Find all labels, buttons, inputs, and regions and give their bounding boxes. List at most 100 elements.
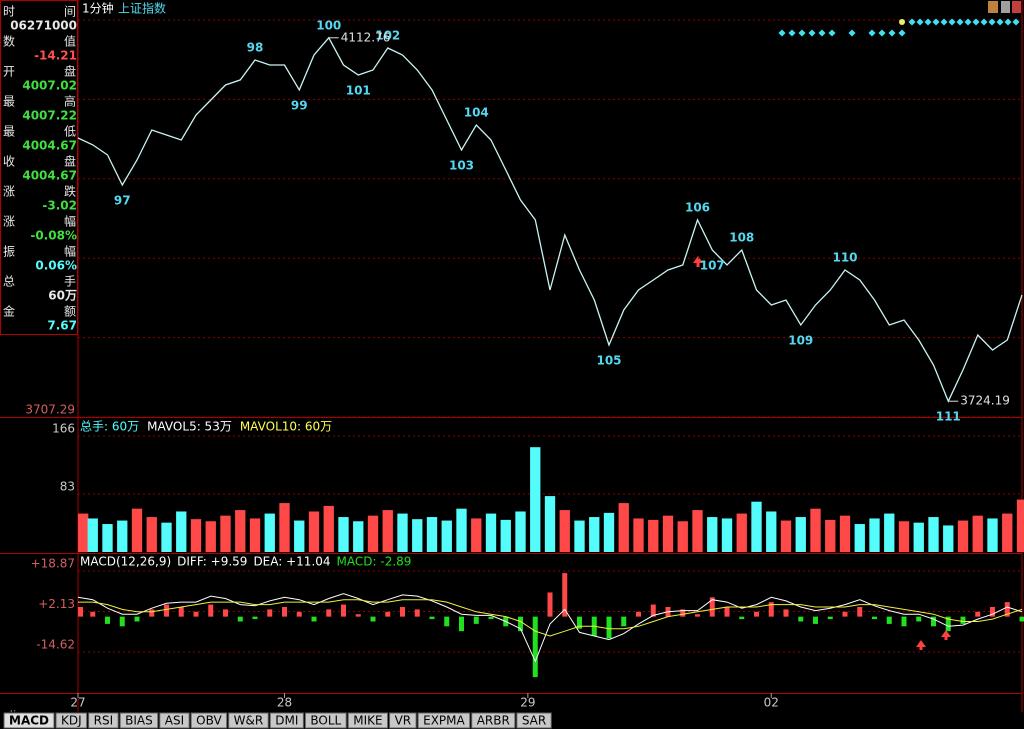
tab-button[interactable]: [471, 712, 516, 729]
tab[interactable]: VR: [389, 712, 417, 729]
macd-bar: [1019, 616, 1024, 622]
tab-label[interactable]: MACD: [9, 714, 49, 728]
info-label: 振: [3, 245, 15, 259]
tab-button[interactable]: [304, 712, 347, 729]
macd-bar: [709, 597, 715, 617]
tab[interactable]: OBV: [190, 712, 228, 729]
tab-button[interactable]: [159, 712, 190, 729]
info-value: 06271000: [10, 19, 77, 33]
macd-bar: [798, 616, 804, 622]
info-label: 最: [3, 95, 15, 109]
volume-bar: [117, 520, 128, 552]
macd-bar: [680, 609, 686, 617]
tab-label[interactable]: OBV: [196, 714, 222, 728]
macd-bar: [223, 609, 228, 617]
icon[interactable]: [1012, 1, 1021, 13]
tab[interactable]: ASI: [159, 712, 190, 729]
tab-label[interactable]: KDJ: [61, 714, 82, 728]
symbol: 上证指数: [118, 1, 166, 16]
tab-label[interactable]: RSI: [94, 714, 114, 728]
volume-bar: [854, 524, 865, 552]
tab-label[interactable]: VR: [395, 714, 412, 728]
icon[interactable]: [1001, 1, 1010, 13]
info-label: 总: [3, 275, 15, 289]
tab-label[interactable]: SAR: [522, 714, 546, 728]
tab[interactable]: MIKE: [347, 712, 389, 729]
tab-label[interactable]: MIKE: [353, 714, 382, 728]
icon[interactable]: [988, 1, 998, 13]
tab[interactable]: KDJ: [55, 712, 88, 729]
tab-label[interactable]: W&R: [234, 714, 264, 728]
y-tick-label: 166: [52, 422, 75, 436]
tab-button[interactable]: [88, 712, 119, 729]
volume-bar: [500, 519, 511, 552]
tab-label[interactable]: ARBR: [477, 714, 510, 728]
tab-label[interactable]: EXPMA: [423, 714, 465, 728]
signal-dot: [924, 18, 932, 26]
volume-bar: [515, 511, 526, 552]
macd-bar: [237, 616, 243, 622]
macd-bar: [960, 616, 966, 624]
tab-button[interactable]: [228, 712, 269, 729]
tab-button[interactable]: [190, 712, 228, 729]
macd-bar: [252, 616, 258, 620]
signal-arrow: [919, 646, 923, 650]
volume-bar: [795, 517, 806, 552]
tab[interactable]: MACD: [3, 712, 55, 729]
tab[interactable]: EXPMA: [417, 712, 471, 729]
signal-dot: [808, 29, 816, 37]
legend-entry: 总手: 60万: [80, 420, 139, 434]
tab-button[interactable]: [3, 712, 55, 729]
wave-label: 106: [685, 200, 710, 214]
info-value: 4004.67: [22, 139, 77, 153]
macd-bar: [827, 616, 833, 620]
tab[interactable]: DMI: [269, 712, 304, 729]
legend-entry: MAVOL10: 60万: [240, 420, 332, 434]
tab[interactable]: BIAS: [119, 712, 159, 729]
info-label: 盘: [64, 154, 76, 169]
tab-button[interactable]: [269, 712, 304, 729]
signal-dot: [788, 29, 796, 37]
macd-bar: [518, 616, 523, 632]
tab[interactable]: BOLL: [304, 712, 347, 729]
signal-arrow: [941, 630, 951, 637]
tab-button[interactable]: [389, 712, 417, 729]
y-tick-label: 83: [60, 480, 75, 494]
tab-button[interactable]: [417, 712, 471, 729]
macd-bar: [724, 606, 730, 617]
info-label: 额: [64, 305, 76, 319]
volume-bar: [839, 515, 851, 552]
tab[interactable]: ARBR: [471, 712, 516, 729]
tab-label[interactable]: BOLL: [310, 714, 341, 728]
signal-dot: [1012, 18, 1020, 26]
wave-label: 101: [346, 83, 371, 97]
tab[interactable]: SAR: [516, 712, 552, 729]
extreme-label: 4112.76: [341, 30, 391, 44]
volume-bar: [456, 508, 467, 552]
x-tick-label: 27: [70, 696, 85, 710]
tab-label[interactable]: DMI: [275, 714, 298, 728]
macd-bar: [296, 611, 302, 617]
tab-button[interactable]: [55, 712, 88, 729]
tab[interactable]: W&R: [228, 712, 269, 729]
tab-button[interactable]: [347, 712, 389, 729]
tab-label[interactable]: BIAS: [125, 714, 153, 728]
macd-bar: [90, 611, 96, 617]
macd-bar: [341, 604, 346, 617]
tab-button[interactable]: [516, 712, 552, 729]
volume-bar: [692, 510, 703, 552]
tab-button[interactable]: [119, 712, 159, 729]
volume-bar: [146, 517, 157, 552]
wave-label: 105: [596, 353, 621, 367]
info-value: 7.67: [47, 319, 77, 333]
tab-label[interactable]: ASI: [165, 714, 184, 728]
macd-line: [78, 599, 1023, 637]
wave-label: 97: [114, 193, 131, 207]
signal-dot: [828, 29, 836, 37]
macd-bar: [916, 616, 922, 622]
x-tick-label: 29: [520, 696, 535, 710]
tab[interactable]: RSI: [88, 712, 119, 729]
macd-bar: [577, 616, 582, 629]
volume-bar: [426, 517, 438, 552]
